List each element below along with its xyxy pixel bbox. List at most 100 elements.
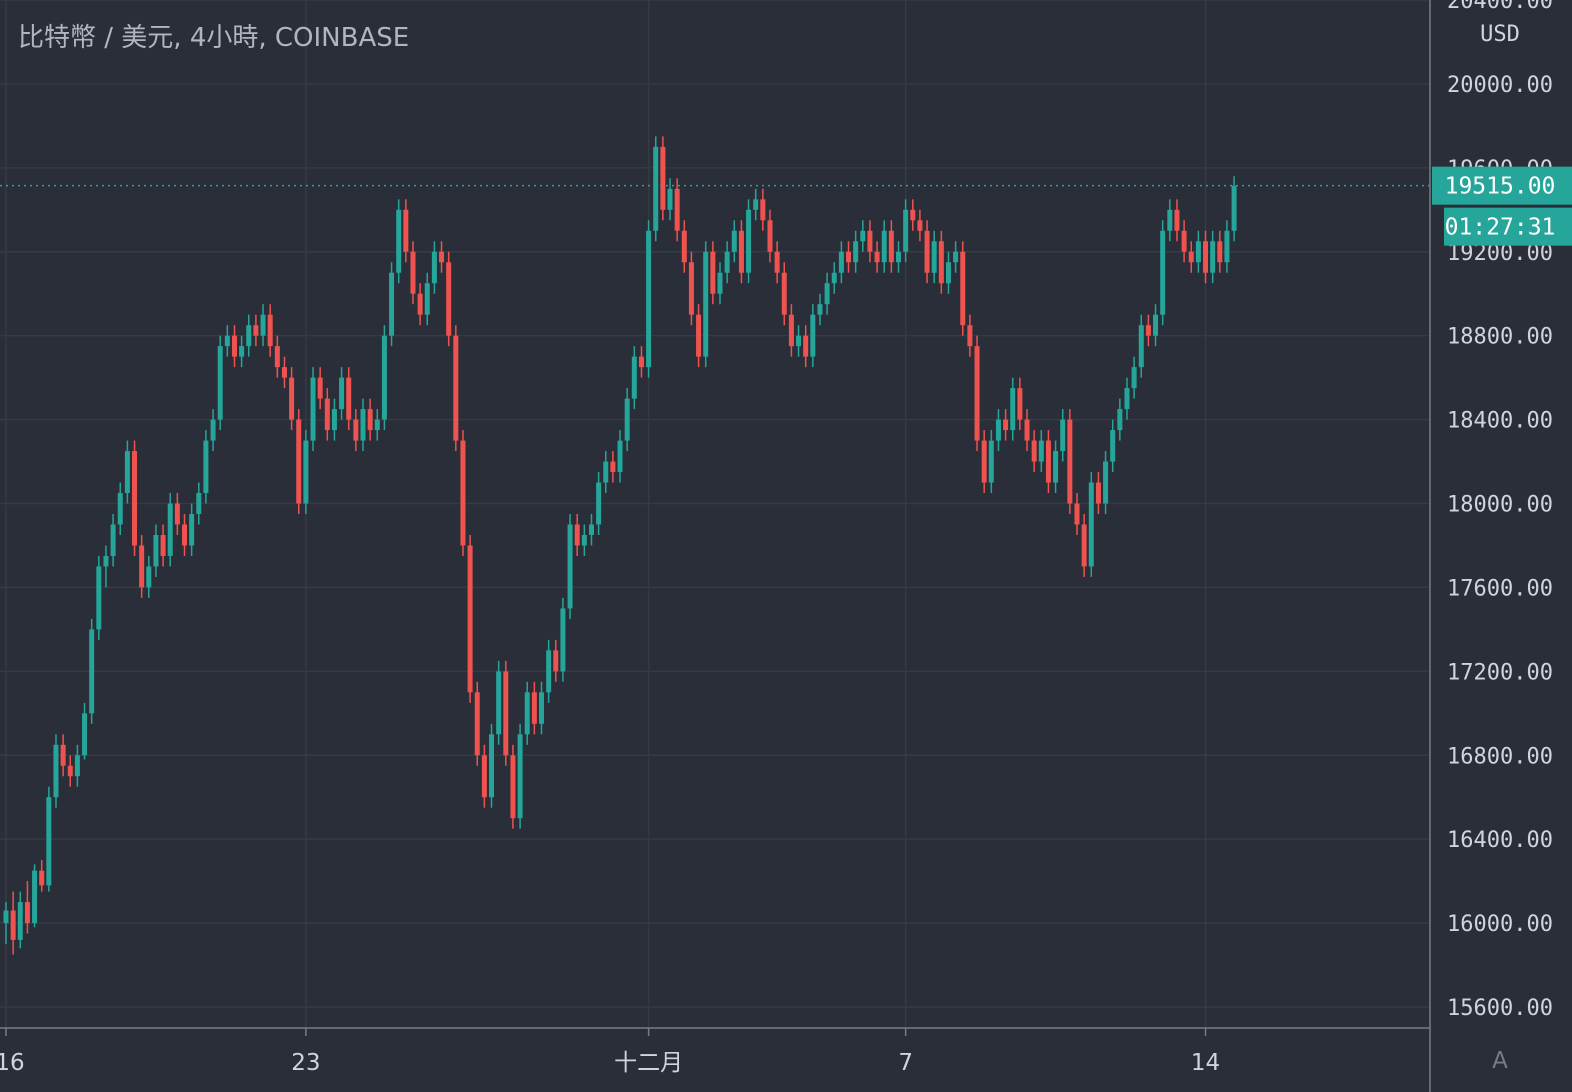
candle-body — [410, 251, 416, 294]
candle-body — [917, 220, 923, 231]
candle-body — [753, 199, 759, 210]
candle-body — [924, 230, 930, 273]
candle-body — [567, 524, 573, 609]
candle-body — [1053, 451, 1059, 483]
candle-body — [1038, 440, 1044, 462]
candle-body — [553, 650, 559, 672]
candle-body — [1195, 241, 1201, 263]
candle-body — [431, 251, 437, 284]
candle-body — [1081, 524, 1087, 567]
candle-body — [660, 146, 666, 210]
candle-body — [1088, 482, 1094, 567]
candle-body — [517, 734, 523, 819]
candle-body — [489, 734, 495, 798]
candle-body — [139, 545, 145, 588]
candle-body — [1024, 419, 1030, 441]
candle-body — [10, 910, 16, 940]
candle-body — [267, 314, 273, 347]
candle-body — [953, 251, 959, 263]
candle-body — [867, 230, 873, 252]
candle-body — [17, 902, 23, 940]
candle-body — [367, 409, 373, 431]
candle-body — [846, 251, 852, 263]
x-tick-label: 23 — [291, 1050, 320, 1076]
candle-body — [788, 314, 794, 347]
candle-body — [667, 188, 673, 210]
candle-body — [853, 241, 859, 263]
candle-body — [360, 409, 366, 441]
candle-body — [110, 524, 116, 556]
candle-body — [1174, 209, 1180, 231]
candle-body — [474, 692, 480, 756]
candle-body — [224, 335, 230, 347]
candle-body — [381, 335, 387, 420]
candle-body — [1017, 388, 1023, 420]
candle-body — [546, 650, 552, 693]
candle-body — [46, 797, 52, 886]
candle-body — [960, 251, 966, 326]
candle-body — [1103, 461, 1109, 504]
y-tick-label: 16400.00 — [1447, 828, 1553, 853]
candle-body — [1003, 419, 1009, 431]
candle-body — [803, 335, 809, 357]
candle-body — [988, 440, 994, 483]
x-tick-label: 7 — [898, 1050, 913, 1076]
y-tick-label: 16000.00 — [1447, 912, 1553, 937]
candle-body — [260, 314, 266, 336]
candle-body — [481, 755, 487, 798]
candle-body — [767, 220, 773, 252]
candle-body — [888, 230, 894, 263]
candle-body — [182, 524, 187, 546]
time-axis[interactable]: 16 23 十二月 7 14 — [0, 1028, 1220, 1076]
x-tick-label: 十二月 — [614, 1050, 683, 1076]
candle-body — [132, 451, 138, 546]
candle-body — [510, 755, 516, 819]
candle-body — [796, 335, 802, 347]
candle-body — [524, 692, 530, 735]
countdown-badge: 01:27:31 — [1444, 207, 1572, 246]
candle-body — [903, 209, 909, 252]
countdown-timer: 01:27:31 — [1445, 215, 1556, 241]
candle-body — [696, 314, 702, 357]
candle-body — [760, 199, 766, 221]
candle-body — [574, 524, 580, 546]
candle-body — [817, 304, 823, 315]
candle-body — [1153, 314, 1159, 336]
candle-body — [831, 272, 837, 284]
candle-body — [1067, 419, 1073, 504]
x-tick-label: 14 — [1191, 1050, 1220, 1076]
candle-body — [1031, 440, 1037, 462]
candle-body — [860, 230, 866, 242]
candle-body — [703, 251, 709, 357]
candle-body — [203, 440, 209, 494]
candle-body — [89, 629, 95, 714]
candle-body — [324, 398, 330, 431]
candle-body — [588, 524, 594, 535]
candle-body — [124, 451, 130, 494]
candle-body — [974, 346, 980, 441]
candle-body — [638, 356, 644, 368]
y-tick-label: 20400.00 — [1447, 0, 1553, 14]
candle-body — [1124, 388, 1130, 410]
candle-body — [781, 272, 787, 315]
candle-body — [217, 346, 223, 420]
candle-body — [896, 251, 901, 263]
candle-body — [1045, 440, 1051, 483]
candle-body — [24, 902, 30, 924]
candle-body — [346, 377, 352, 420]
candle-body — [317, 377, 323, 399]
candle-body — [1110, 430, 1116, 462]
candle-body — [674, 188, 680, 231]
candle-body — [253, 325, 259, 336]
candle-body — [396, 209, 402, 273]
candle-body — [624, 398, 630, 441]
candle-body — [1167, 209, 1173, 231]
candle-body — [339, 377, 345, 410]
auto-scale-button[interactable]: A — [1492, 1048, 1508, 1074]
currency-label[interactable]: USD — [1480, 22, 1520, 47]
candle-body — [746, 209, 752, 273]
candle-body — [945, 262, 951, 284]
